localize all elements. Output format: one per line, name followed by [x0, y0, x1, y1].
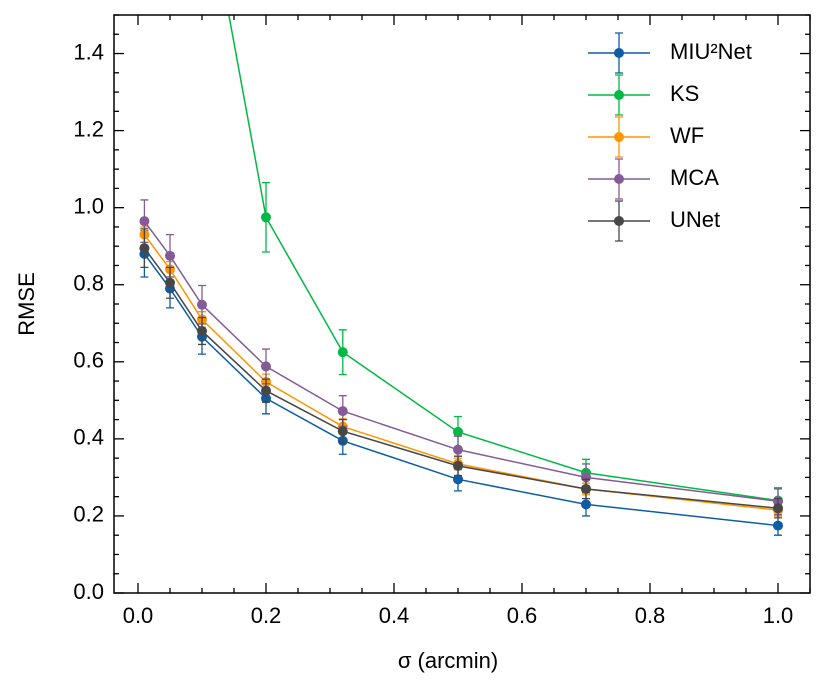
data-point	[337, 406, 348, 417]
y-tick-label: 1.0	[73, 193, 104, 218]
y-axis-label: RMSE	[14, 272, 39, 336]
data-point	[261, 212, 271, 223]
y-tick-label: 1.4	[73, 39, 104, 64]
legend-label: MCA	[670, 165, 719, 190]
x-tick-label: 0.6	[507, 603, 538, 628]
axes-frame	[113, 14, 811, 594]
data-point	[453, 474, 463, 485]
data-point	[165, 250, 175, 261]
legend-marker	[614, 48, 624, 58]
data-point	[581, 483, 591, 494]
x-tick-label: 1.0	[763, 603, 794, 628]
y-tick-label: 1.2	[73, 116, 104, 141]
data-point	[197, 325, 207, 336]
series-line	[143, 247, 779, 509]
y-tick-label: 0.0	[73, 579, 104, 604]
y-tick-label: 0.4	[73, 425, 104, 450]
data-point	[337, 347, 348, 358]
data-point	[337, 426, 348, 437]
series-line	[143, 220, 779, 503]
data-point	[261, 361, 271, 372]
y-tick-label: 0.2	[73, 502, 104, 527]
data-point	[261, 385, 271, 396]
data-point	[139, 216, 150, 227]
legend-marker	[614, 132, 624, 142]
data-point	[453, 444, 463, 455]
series-line	[143, 253, 779, 527]
data-point	[453, 460, 463, 471]
data-point	[773, 503, 783, 514]
data-point	[165, 277, 175, 288]
legend-marker	[614, 216, 624, 226]
legend-label: MIU²Net	[670, 39, 752, 64]
legend-label: WF	[670, 123, 704, 148]
data-point	[139, 243, 150, 254]
data-point	[197, 299, 207, 310]
x-tick-label: 0.8	[635, 603, 666, 628]
y-tick-label: 0.6	[73, 348, 104, 373]
x-tick-label: 0.4	[379, 603, 410, 628]
x-tick-label: 0.0	[123, 603, 154, 628]
legend-label: UNet	[670, 207, 720, 232]
data-point	[453, 426, 463, 437]
legend-label: KS	[670, 81, 699, 106]
legend-marker	[614, 174, 624, 184]
legend-marker	[614, 90, 624, 100]
data-point	[581, 499, 591, 510]
x-tick-label: 0.2	[251, 603, 282, 628]
data-point	[773, 520, 783, 531]
plot-area	[139, 15, 783, 536]
y-tick-label: 0.8	[73, 271, 104, 296]
series-line	[228, 15, 779, 502]
x-axis-label: σ (arcmin)	[398, 648, 498, 673]
